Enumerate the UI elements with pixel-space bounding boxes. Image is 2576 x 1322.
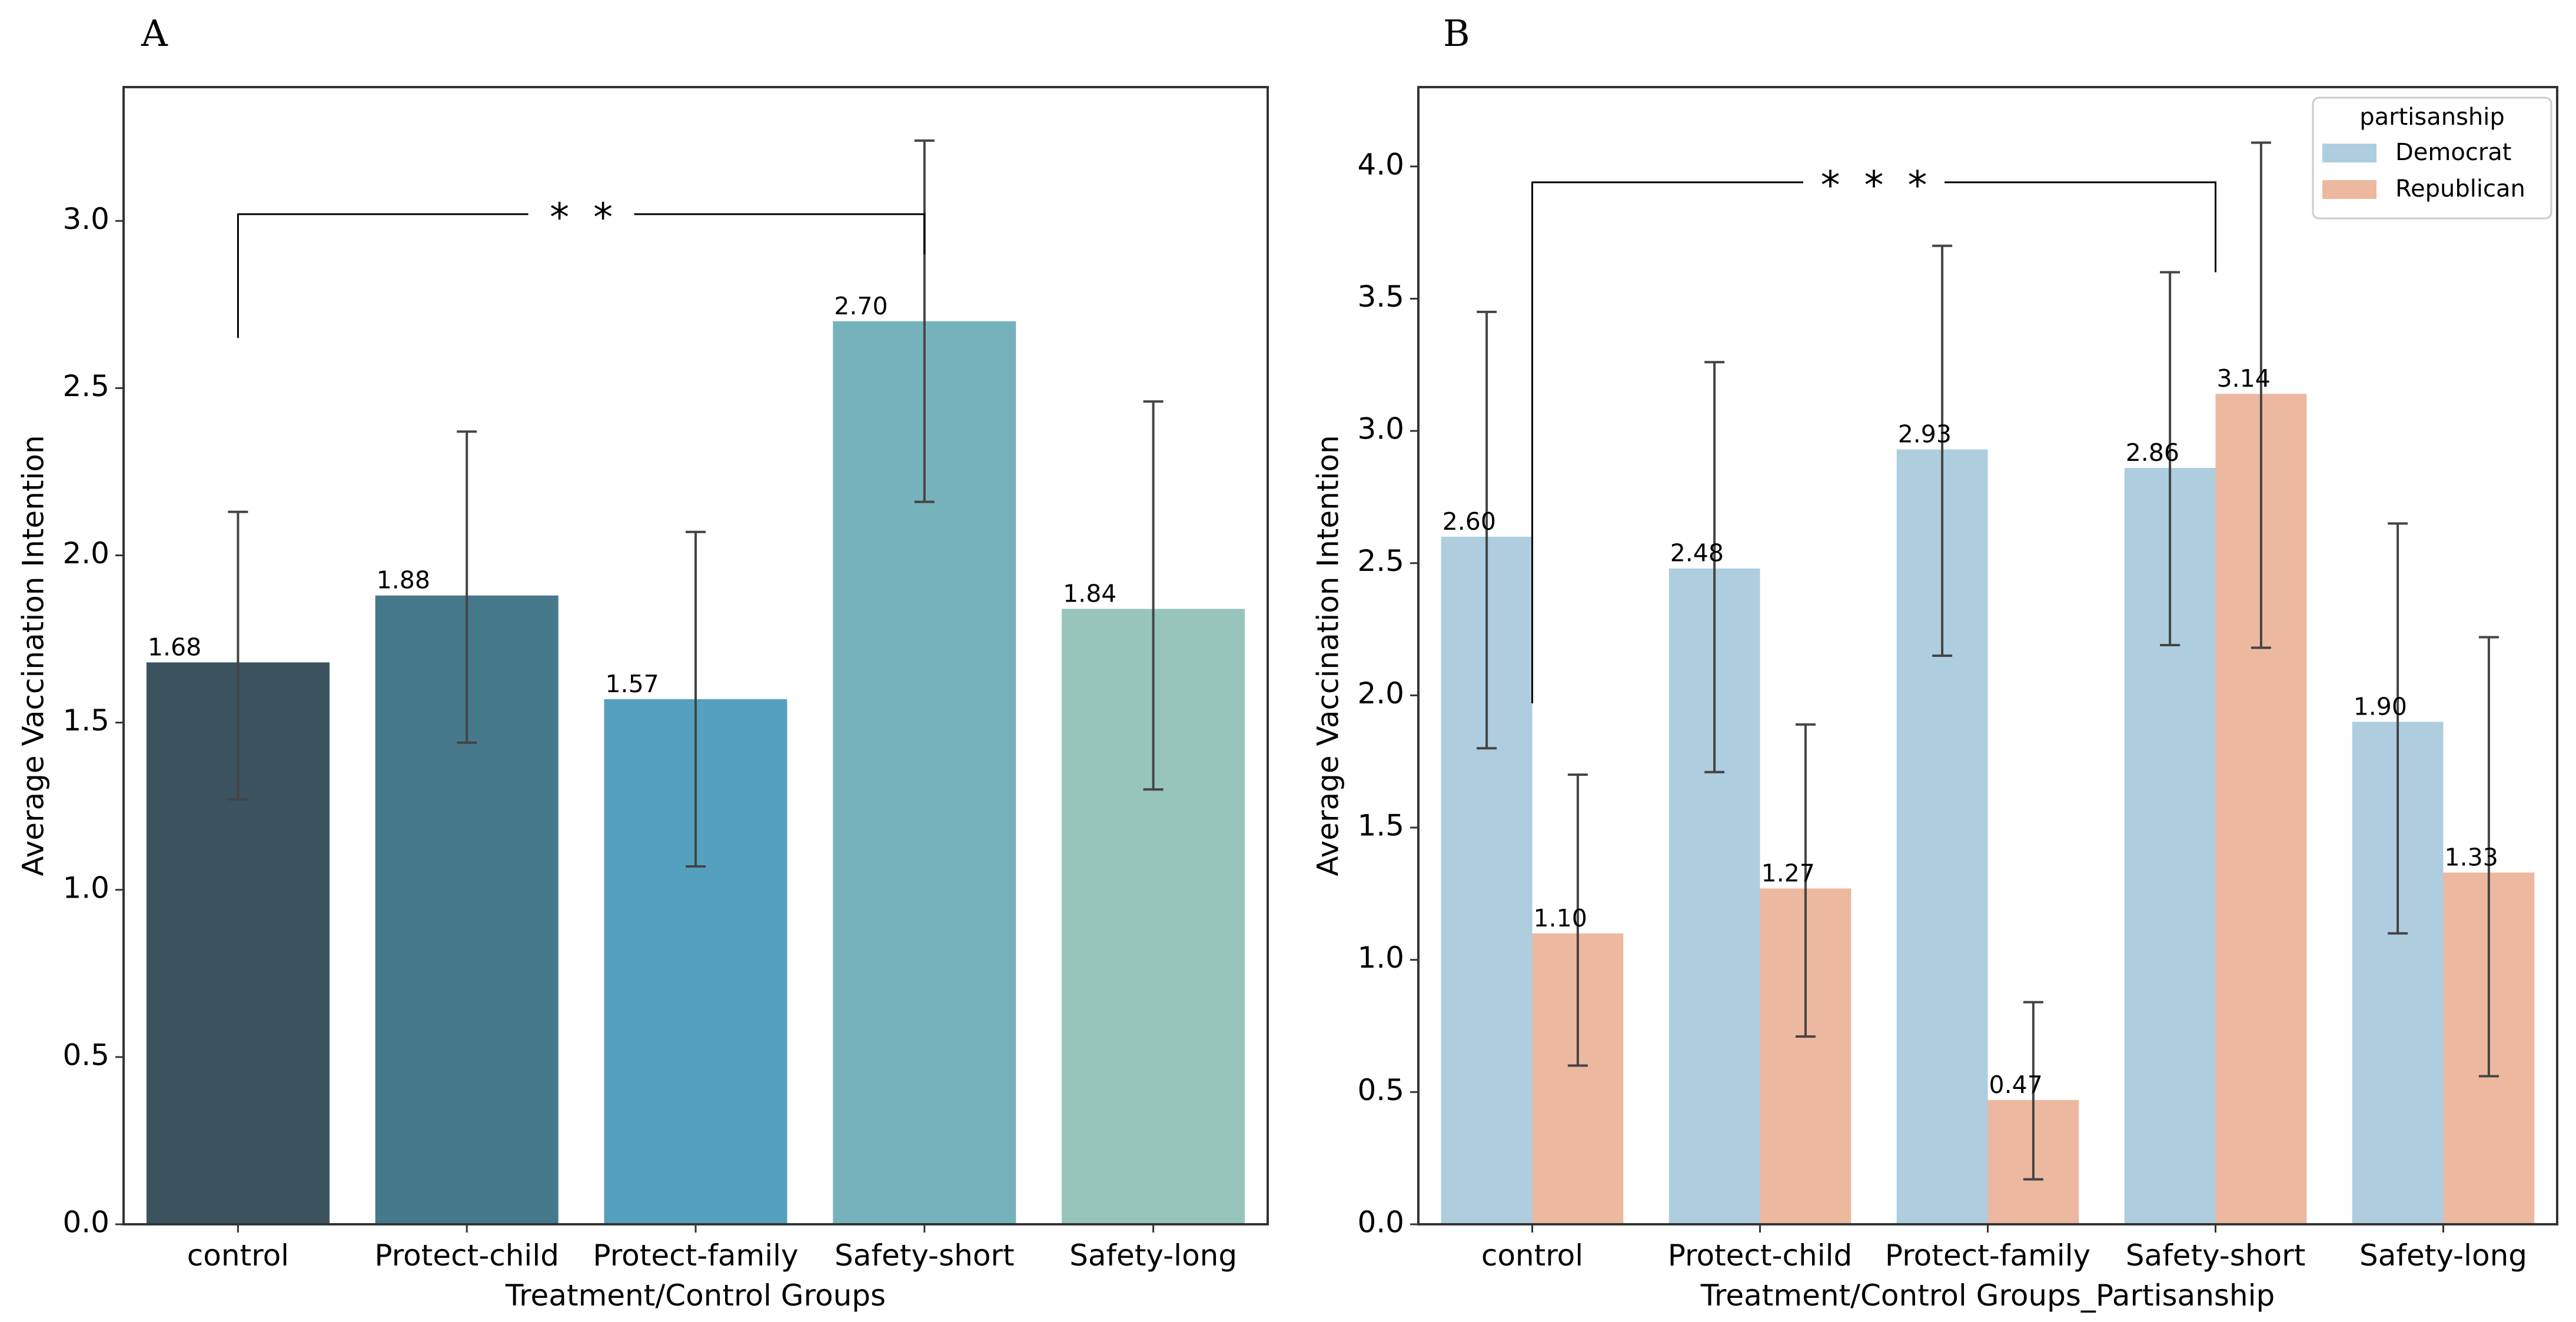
x-tick-label: Protect-child: [1668, 1238, 1853, 1273]
democrat-protect-family-value-label: 2.93: [1898, 420, 1952, 449]
y-tick-label: 0.5: [62, 1038, 109, 1072]
y-tick-label: 4.0: [1357, 147, 1404, 181]
y-tick-label: 2.0: [62, 536, 109, 570]
y-tick-label: 1.5: [62, 703, 109, 738]
x-tick-label: Protect-family: [1885, 1238, 2090, 1273]
republican-control-value-label: 1.10: [1534, 904, 1587, 932]
republican-safety-long-value-label: 1.33: [2445, 843, 2498, 871]
x-tick-label: control: [1481, 1238, 1583, 1273]
legend-swatch-democrat: [2322, 144, 2376, 162]
y-tick-label: 2.5: [1357, 544, 1404, 578]
republican-protect-family-value-label: 0.47: [1989, 1071, 2043, 1099]
significance-label: * * *: [1821, 163, 1933, 208]
protect-child-value-label: 1.88: [377, 566, 430, 594]
x-tick-label: Safety-long: [1069, 1238, 1237, 1273]
x-tick-label: Safety-short: [835, 1238, 1015, 1273]
y-tick-label: 0.0: [1357, 1205, 1404, 1240]
legend-title: partisanship: [2359, 104, 2505, 131]
y-axis-title: Average Vaccination Intention: [16, 435, 51, 876]
safety-short-value-label: 2.70: [834, 292, 888, 320]
x-tick-label: Protect-family: [593, 1238, 798, 1273]
y-tick-label: 2.5: [62, 369, 109, 403]
y-tick-label: 1.5: [1357, 809, 1404, 843]
democrat-protect-child-value-label: 2.48: [1670, 539, 1724, 567]
y-tick-label: 3.0: [62, 202, 109, 236]
y-tick-label: 1.0: [1357, 941, 1404, 975]
y-tick-label: 2.0: [1357, 676, 1404, 710]
y-tick-label: 0.0: [62, 1205, 109, 1240]
x-axis-title: Treatment/Control Groups_Partisanship: [1700, 1278, 2275, 1313]
y-axis-title: Average Vaccination Intention: [1311, 435, 1345, 876]
y-tick-label: 0.5: [1357, 1073, 1404, 1107]
republican-safety-short-value-label: 3.14: [2217, 364, 2271, 393]
y-tick-label: 3.0: [1357, 412, 1404, 446]
x-axis-title: Treatment/Control Groups: [505, 1278, 886, 1313]
x-tick-label: Protect-child: [374, 1238, 559, 1273]
significance-bracket: [1531, 181, 2216, 703]
y-tick-label: 1.0: [62, 871, 109, 905]
panel-label: B: [1443, 12, 1470, 55]
legend-label-democrat: Democrat: [2395, 139, 2511, 166]
x-tick-label: control: [187, 1238, 289, 1273]
democrat-control-value-label: 2.60: [1442, 507, 1496, 536]
panel-a: A 1.68 1.88 1.57 2.70 1.84 * * 0.0 0.5 1.0 1.5 2.0 2…: [16, 12, 1269, 1313]
republican-protect-child-value-label: 1.27: [1761, 859, 1815, 887]
legend-label-republican: Republican: [2395, 175, 2525, 202]
panel-label: A: [141, 12, 168, 55]
x-tick-label: Safety-short: [2126, 1238, 2306, 1273]
democrat-safety-short-value-label: 2.86: [2126, 439, 2179, 467]
significance-bracket: [237, 213, 926, 338]
x-tick-label: Safety-long: [2359, 1238, 2527, 1273]
panel-b: B 2.60 1.10 2.48 1.27 2.93 0.47 2.86 3.14 1.90 1.3…: [1311, 12, 2558, 1313]
y-tick-label: 3.5: [1357, 280, 1404, 314]
legend: partisanship Democrat Republican: [2312, 97, 2552, 220]
significance-label: * *: [550, 195, 619, 240]
safety-long-value-label: 1.84: [1063, 579, 1116, 607]
legend-swatch-republican: [2322, 180, 2376, 199]
democrat-safety-long-value-label: 1.90: [2354, 692, 2407, 720]
control-value-label: 1.68: [148, 633, 201, 661]
protect-family-value-label: 1.57: [605, 670, 659, 698]
